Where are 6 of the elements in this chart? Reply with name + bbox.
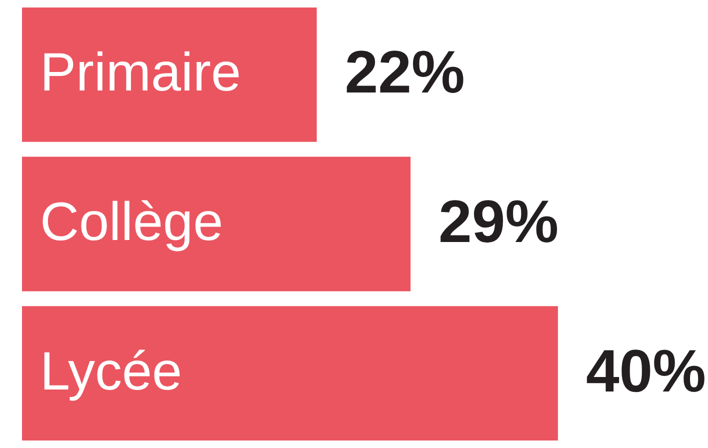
y-tick-label: Lycée bbox=[40, 341, 182, 402]
y-tick-label: Primaire bbox=[40, 42, 242, 103]
y-tick-label: Collège bbox=[40, 192, 224, 252]
data-label: 29% bbox=[438, 188, 559, 255]
data-label: 40% bbox=[586, 337, 706, 404]
data-label: 22% bbox=[344, 38, 465, 106]
